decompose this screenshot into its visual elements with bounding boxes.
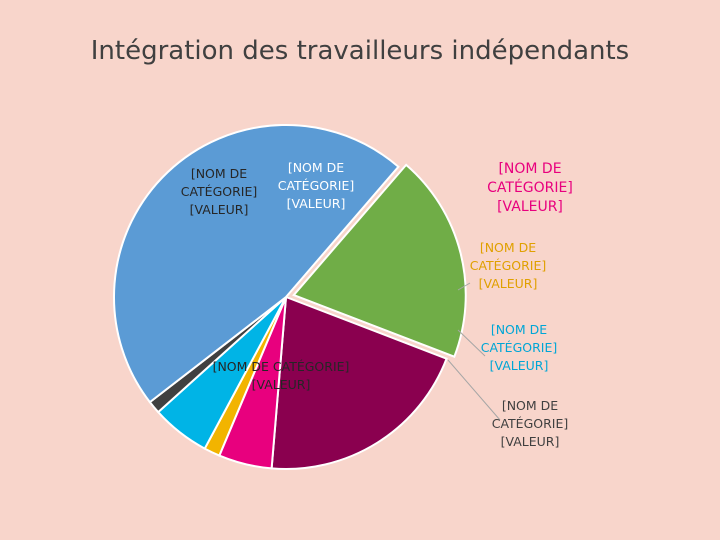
data-label-5: [NOM DE CATÉGORIE] [VALEUR] xyxy=(492,398,569,449)
chart-title: Intégration des travailleurs indépendant… xyxy=(90,36,630,66)
pie-slice-7 xyxy=(292,163,467,358)
pie-slice-1 xyxy=(270,295,448,470)
data-label-1: [NOM DE CATÉGORIE] [VALEUR] xyxy=(278,160,355,211)
leader-line-5 xyxy=(447,359,501,421)
leader-line-3 xyxy=(457,282,471,291)
data-label-2: [NOM DE CATÉGORIE] [VALEUR] xyxy=(487,161,573,215)
data-label-4: [NOM DE CATÉGORIE] [VALEUR] xyxy=(481,322,558,373)
leader-line-4 xyxy=(457,329,486,357)
data-label-6: [NOM DE CATÉGORIE] [VALEUR] xyxy=(213,359,350,392)
pie-slice-6 xyxy=(113,124,400,404)
data-label-7: [NOM DE CATÉGORIE] [VALEUR] xyxy=(181,166,258,217)
data-label-3: [NOM DE CATÉGORIE] [VALEUR] xyxy=(470,240,547,291)
